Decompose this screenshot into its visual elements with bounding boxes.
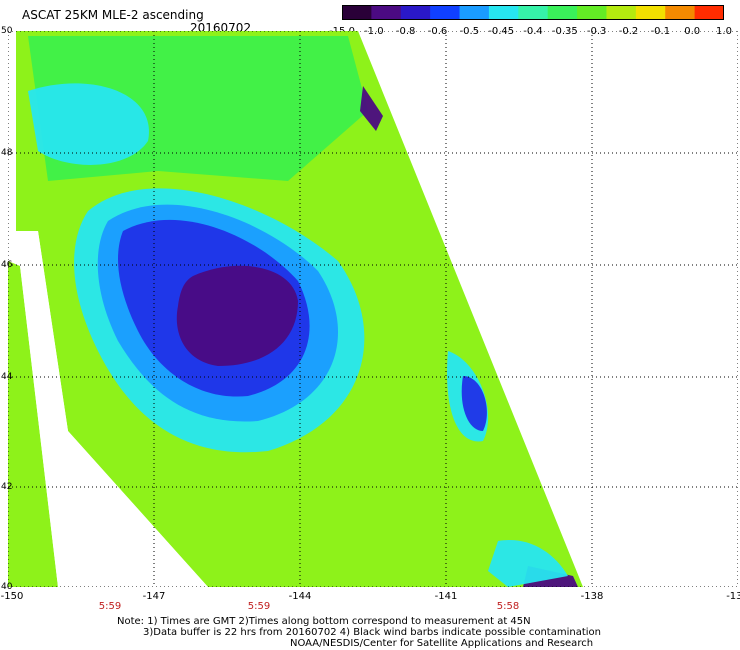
purple-core <box>176 265 298 366</box>
time-label: 5:59 <box>247 601 271 612</box>
colorbar-swatch <box>371 5 402 20</box>
note-line-1: Note: 1) Times are GMT 2)Times along bot… <box>117 616 531 627</box>
cyan-edge-south <box>488 540 568 587</box>
colorbar-swatch <box>694 5 724 20</box>
left-swath-strip <box>8 261 58 587</box>
colorbar-swatch <box>635 5 666 20</box>
colorbar-swatch <box>547 5 578 20</box>
blue-edge-east <box>461 376 487 431</box>
colorbar-swatch <box>488 5 519 20</box>
colorbar-swatch <box>459 5 490 20</box>
longitude-label: -150 <box>0 591 24 602</box>
longitude-label: -138 <box>580 591 604 602</box>
colorbar-tick-label: -0.6 <box>427 26 448 37</box>
latitude-label: 44 <box>1 372 13 382</box>
colorbar-swatch <box>665 5 696 20</box>
colorbar-swatch <box>400 5 431 20</box>
note-line-3: NOAA/NESDIS/Center for Satellite Applica… <box>290 638 594 649</box>
colorbar-tick-label: -0.5 <box>459 26 480 37</box>
longitude-label: -147 <box>142 591 166 602</box>
latitude-label: 50 <box>1 26 13 36</box>
colorbar-swatch <box>430 5 461 20</box>
product-title: ASCAT 25KM MLE-2 ascending <box>22 8 204 22</box>
latitude-label: 48 <box>1 148 13 158</box>
colorbar <box>342 5 724 20</box>
colorbar-tick-label: -0.45 <box>488 26 515 37</box>
note-line-2: 3)Data buffer is 22 hrs from 20160702 4)… <box>143 627 601 638</box>
wind-map <box>8 31 738 587</box>
colorbar-swatch <box>342 5 372 20</box>
data-gap <box>20 231 208 587</box>
colorbar-swatch <box>606 5 637 20</box>
latitude-label: 40 <box>1 582 13 592</box>
longitude-label: -141 <box>434 591 458 602</box>
colorbar-tick-label: -0.8 <box>395 26 416 37</box>
purple-edge-north <box>360 86 383 131</box>
colorbar-swatch <box>518 5 549 20</box>
time-label: 5:59 <box>98 601 122 612</box>
time-label: 5:58 <box>496 601 520 612</box>
latitude-label: 46 <box>1 260 13 270</box>
colorbar-swatch <box>577 5 607 20</box>
cyan-upper-left <box>28 83 149 165</box>
colorbar-tick-label: -1.0 <box>364 26 384 37</box>
longitude-label: -135 <box>726 591 740 602</box>
longitude-label: -144 <box>288 591 312 602</box>
latitude-label: 42 <box>1 482 13 492</box>
